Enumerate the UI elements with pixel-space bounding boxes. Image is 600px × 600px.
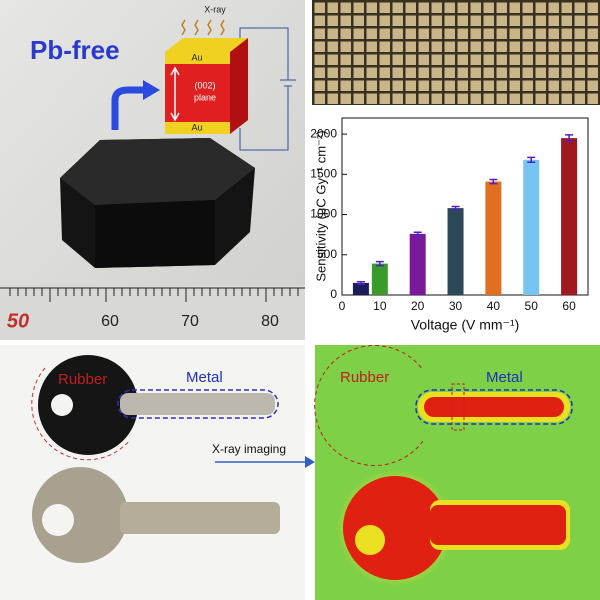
pixel-array-photo bbox=[312, 0, 600, 105]
error-bar bbox=[413, 231, 422, 237]
arrow-label: X-ray imaging bbox=[212, 442, 286, 456]
xray-label: X-ray bbox=[204, 4, 226, 14]
x-tick-label: 40 bbox=[487, 299, 501, 313]
error-bar bbox=[451, 205, 460, 211]
crystal-photo: 50 60 70 80 Pb-free Au Au (002) plane X-… bbox=[0, 0, 305, 340]
photo-label: Rubber bbox=[58, 371, 107, 388]
pb-free-title: Pb-free bbox=[30, 35, 120, 65]
x-tick-label: 60 bbox=[562, 299, 576, 313]
x-axis-label: Voltage (V mm⁻¹) bbox=[411, 317, 520, 333]
image-label: Metal bbox=[486, 369, 523, 386]
ruler-label: 50 bbox=[7, 310, 29, 332]
y-tick-label: 1500 bbox=[310, 166, 337, 180]
x-tick-label: 0 bbox=[339, 299, 346, 313]
electrode-label: Au bbox=[191, 52, 202, 62]
plane-label: plane bbox=[194, 92, 216, 102]
bar bbox=[485, 181, 502, 295]
y-axis-label: Sensitivity (μC Gy⁻¹ cm⁻²) bbox=[313, 130, 328, 281]
ruler-label: 60 bbox=[101, 313, 119, 330]
sensitivity-chart: Voltage (V mm⁻¹) Sensitivity (μC Gy⁻¹ cm… bbox=[310, 117, 589, 333]
electrode-label: Au bbox=[191, 122, 202, 132]
bar bbox=[409, 233, 426, 295]
x-tick-label: 20 bbox=[411, 299, 425, 313]
y-tick-label: 500 bbox=[317, 247, 337, 261]
plane-label: (002) bbox=[194, 80, 215, 90]
x-tick-label: 10 bbox=[373, 299, 387, 313]
y-tick-label: 2000 bbox=[310, 126, 337, 140]
key-photo bbox=[0, 345, 315, 600]
bar bbox=[561, 138, 578, 295]
y-tick-label: 1000 bbox=[310, 207, 337, 221]
ruler-label: 70 bbox=[181, 313, 199, 330]
error-bar bbox=[375, 260, 384, 267]
error-bar bbox=[565, 134, 574, 143]
x-tick-label: 50 bbox=[525, 299, 539, 313]
error-bar bbox=[489, 178, 498, 185]
bar bbox=[371, 263, 388, 295]
bar bbox=[447, 208, 464, 295]
x-tick-label: 30 bbox=[449, 299, 463, 313]
bar bbox=[352, 282, 369, 295]
y-tick-label: 0 bbox=[330, 287, 337, 301]
bar bbox=[523, 159, 540, 295]
photo-label: Metal bbox=[186, 369, 223, 386]
xray-image bbox=[314, 345, 600, 600]
ruler-label: 80 bbox=[261, 313, 279, 330]
error-bar bbox=[356, 280, 365, 285]
image-label: Rubber bbox=[340, 369, 389, 386]
error-bar bbox=[527, 156, 536, 163]
